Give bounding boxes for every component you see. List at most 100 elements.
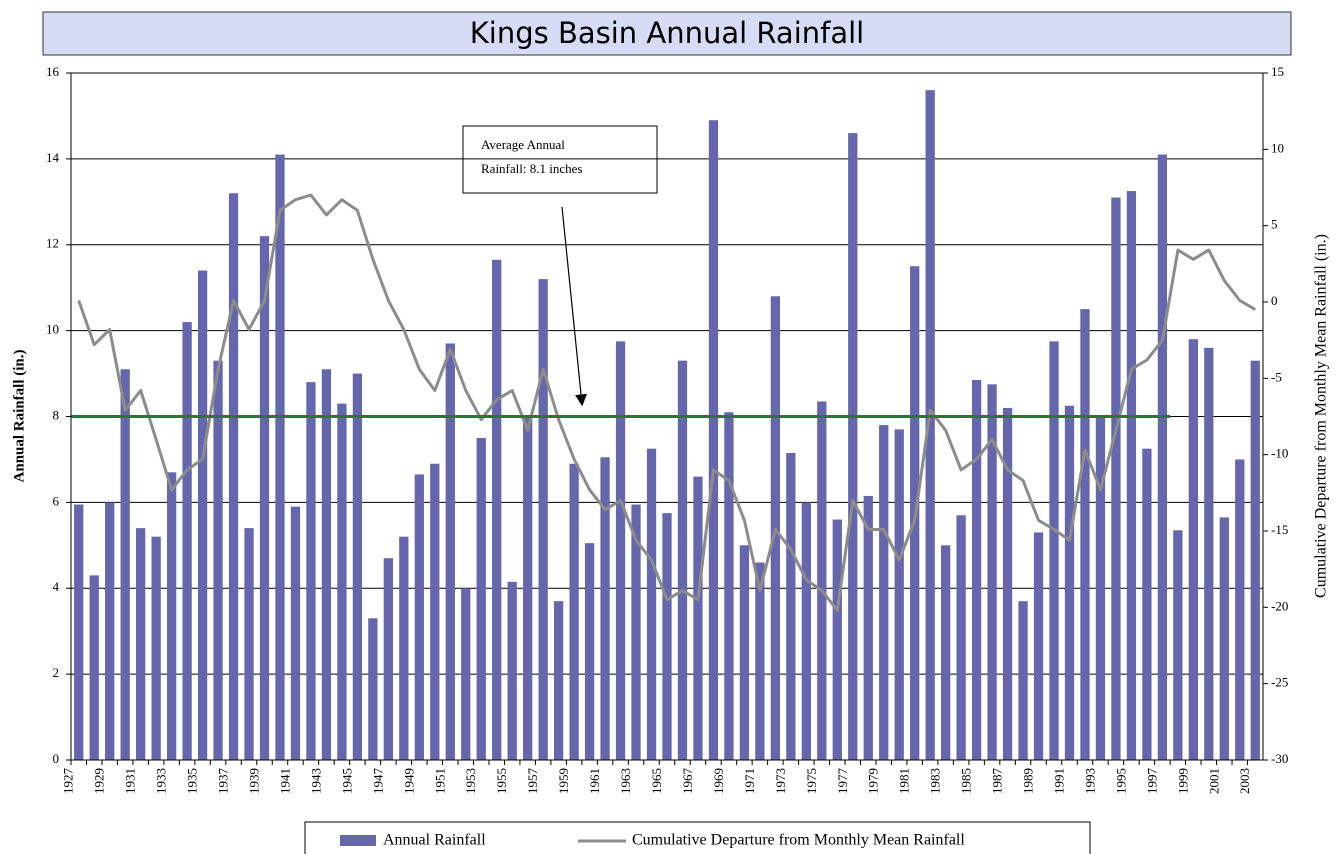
x-tick-label: 1945 xyxy=(339,768,354,794)
x-tick-label: 1975 xyxy=(804,768,819,794)
bar xyxy=(739,545,750,760)
bar xyxy=(368,618,378,760)
bar xyxy=(708,120,719,760)
x-tick-label: 1999 xyxy=(1175,768,1190,794)
y-tick-label: 12 xyxy=(46,236,59,251)
x-tick-label: 1955 xyxy=(494,768,509,794)
x-tick-label: 1947 xyxy=(370,768,385,795)
bar xyxy=(646,448,657,760)
x-tick-label: 1971 xyxy=(742,768,757,794)
annotation-box xyxy=(462,125,658,194)
bar xyxy=(1250,360,1260,760)
line-series xyxy=(77,193,1257,612)
x-tick-label: 1979 xyxy=(866,768,881,794)
legend-swatch xyxy=(340,835,376,846)
x-tick-label: 1991 xyxy=(1051,768,1066,794)
x-tick-label: 2001 xyxy=(1206,768,1221,794)
bar xyxy=(1080,309,1090,760)
x-tick-label: 1939 xyxy=(246,768,261,794)
x-tick-label: 1957 xyxy=(525,768,540,795)
bar xyxy=(399,536,409,760)
y-tick-label: 0 xyxy=(53,751,60,766)
bar xyxy=(244,528,254,760)
bar xyxy=(1126,191,1137,760)
annotation-arrow xyxy=(561,206,587,407)
x-tick-label: 1985 xyxy=(959,768,974,794)
y2-tick-label: -10 xyxy=(1271,446,1288,461)
bar xyxy=(290,506,301,760)
y2-tick-label: 0 xyxy=(1271,293,1278,308)
x-tick-label: 1951 xyxy=(432,768,447,794)
bar xyxy=(476,437,486,760)
bar xyxy=(863,495,873,760)
title-band xyxy=(42,11,1292,56)
y2-tick-label: 15 xyxy=(1271,64,1284,79)
x-tick-label: 1983 xyxy=(928,768,943,794)
bar xyxy=(941,545,951,760)
y-tick-label: 14 xyxy=(46,150,60,165)
bar xyxy=(507,581,517,760)
bar xyxy=(879,425,889,760)
bar xyxy=(105,502,115,760)
bar xyxy=(306,382,316,760)
bar xyxy=(615,341,626,760)
y2-tick-label: -20 xyxy=(1271,598,1288,613)
x-tick-label: 1933 xyxy=(154,768,169,794)
bar xyxy=(631,504,641,760)
y2-tick-label: 10 xyxy=(1271,140,1284,155)
x-tick-label: 1987 xyxy=(990,768,1005,795)
bar xyxy=(166,472,177,760)
x-tick-label: 1973 xyxy=(773,768,788,794)
y2-tick-label: -25 xyxy=(1271,675,1288,690)
y-tick-label: 6 xyxy=(53,493,60,508)
y2-tick-label: -30 xyxy=(1271,751,1288,766)
bar xyxy=(74,504,84,760)
bar xyxy=(430,463,440,760)
y-tick-label: 2 xyxy=(53,665,60,680)
bar xyxy=(1018,601,1028,760)
x-tick-label: 1997 xyxy=(1144,768,1159,795)
bar xyxy=(383,558,393,760)
bar xyxy=(1033,532,1044,760)
bar xyxy=(987,384,997,760)
bar xyxy=(1173,530,1183,760)
bar xyxy=(584,543,595,760)
bar xyxy=(538,279,548,760)
legend xyxy=(304,821,1091,854)
y2-axis-label: Cumulative Departure from Monthly Mean R… xyxy=(1313,234,1330,598)
x-tick-label: 1995 xyxy=(1113,768,1128,794)
bar xyxy=(832,519,842,760)
bar xyxy=(228,193,239,761)
x-tick-label: 1963 xyxy=(618,768,633,794)
bar xyxy=(337,403,347,760)
y-tick-label: 8 xyxy=(53,407,60,422)
legend-label: Cumulative Departure from Monthly Mean R… xyxy=(632,832,965,849)
bar xyxy=(1188,339,1198,760)
x-tick-label: 1949 xyxy=(401,768,416,794)
bar xyxy=(1002,407,1013,760)
bar xyxy=(956,515,966,760)
bar xyxy=(414,474,424,760)
y-tick-label: 10 xyxy=(46,322,59,337)
bar xyxy=(1204,347,1214,760)
x-tick-label: 1961 xyxy=(587,768,602,794)
bar xyxy=(213,360,223,760)
y2-tick-label: -5 xyxy=(1271,369,1282,384)
annotation-text: Average Annual xyxy=(481,137,565,152)
x-tick-label: 2003 xyxy=(1237,768,1252,794)
x-tick-label: 1937 xyxy=(216,768,231,795)
x-tick-label: 1943 xyxy=(308,768,323,794)
bar xyxy=(461,588,471,760)
bar xyxy=(1157,154,1168,761)
x-tick-label: 1959 xyxy=(556,768,571,794)
y-tick-label: 4 xyxy=(53,579,60,594)
bar xyxy=(662,513,672,760)
y-tick-label: 16 xyxy=(46,64,60,79)
bar xyxy=(259,236,270,761)
bar xyxy=(817,401,827,760)
bar xyxy=(321,369,332,760)
bar xyxy=(445,343,455,760)
bar xyxy=(925,90,935,761)
bar xyxy=(894,429,904,760)
bar xyxy=(523,416,533,760)
